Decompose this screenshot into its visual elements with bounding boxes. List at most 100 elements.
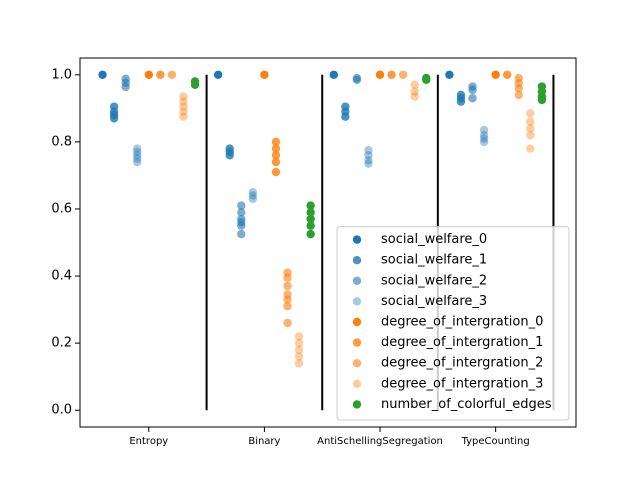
point: [248, 187, 258, 197]
y-tick-label: 1.0: [51, 67, 72, 82]
legend-label: social_welfare_2: [381, 273, 487, 288]
legend-marker: [352, 338, 362, 347]
point: [526, 117, 535, 126]
point: [179, 112, 188, 121]
point: [468, 85, 477, 95]
y-tick-label: 0.2: [51, 336, 72, 351]
point: [133, 147, 142, 157]
point: [514, 90, 523, 100]
point: [271, 144, 281, 153]
point: [526, 124, 535, 133]
point: [260, 70, 269, 79]
legend-label: number_of_colorful_edges: [381, 397, 552, 412]
plot-frame: [79, 57, 577, 428]
point: [248, 191, 258, 200]
point: [479, 137, 489, 147]
point: [479, 130, 489, 140]
point: [213, 70, 223, 79]
point: [306, 221, 315, 230]
x-tick-label: Entropy: [129, 436, 168, 447]
legend-box: [336, 226, 570, 421]
point: [167, 70, 177, 79]
point: [456, 97, 466, 106]
point: [503, 70, 512, 79]
point: [526, 109, 535, 118]
point: [133, 144, 142, 153]
point: [294, 352, 304, 361]
point: [179, 102, 188, 111]
point: [109, 114, 119, 123]
point: [237, 201, 246, 210]
point: [398, 70, 408, 79]
point: [306, 229, 315, 239]
legend-label: degree_of_intergration_2: [381, 356, 543, 371]
point: [479, 125, 489, 135]
point: [294, 332, 304, 341]
point: [410, 92, 419, 101]
point: [375, 70, 385, 79]
legend-label: social_welfare_1: [381, 253, 487, 268]
legend-marker: [352, 297, 362, 306]
legend-marker: [352, 317, 362, 327]
point: [237, 208, 246, 217]
point: [294, 359, 304, 368]
point: [179, 97, 188, 106]
point: [271, 151, 281, 160]
legend-label: degree_of_intergration_0: [381, 315, 543, 330]
point: [491, 70, 500, 79]
point: [341, 112, 350, 121]
y-tick-label: 0.8: [51, 134, 72, 149]
point: [526, 144, 535, 153]
y-tick-label: 0.0: [51, 403, 72, 418]
point: [179, 92, 188, 101]
point: [468, 94, 477, 103]
point: [283, 273, 292, 282]
legend-marker: [352, 359, 362, 368]
point: [364, 156, 373, 165]
x-tick-label: AntiSchellingSegregation: [317, 436, 443, 447]
point: [410, 87, 419, 96]
point: [179, 107, 188, 116]
point: [352, 75, 362, 85]
point: [306, 201, 315, 210]
point: [121, 82, 130, 92]
point: [283, 281, 292, 291]
point: [248, 194, 258, 204]
legend-label: social_welfare_3: [381, 294, 487, 309]
point: [283, 318, 292, 328]
point: [445, 70, 454, 79]
y-tick-label: 0.4: [51, 269, 72, 284]
point: [364, 146, 373, 155]
point: [156, 70, 165, 79]
legend-marker: [352, 256, 362, 265]
legend: social_welfare_0 social_welfare_1 social_w…: [336, 226, 570, 421]
point: [479, 134, 489, 143]
point: [271, 167, 281, 177]
point: [283, 302, 292, 311]
point: [514, 83, 523, 93]
point: [306, 208, 315, 217]
point: [271, 157, 281, 167]
legend-marker: [352, 400, 362, 409]
y-tick-label: 0.6: [51, 201, 72, 216]
point: [271, 137, 281, 147]
point: [387, 70, 396, 79]
point: [526, 130, 535, 140]
x-tick-label: TypeCounting: [461, 436, 530, 447]
point: [133, 151, 142, 160]
point: [283, 295, 292, 304]
point: [537, 95, 547, 105]
point: [294, 338, 304, 348]
point: [225, 151, 234, 160]
point: [98, 70, 107, 79]
point: [422, 75, 431, 85]
point: [133, 154, 142, 163]
point: [329, 70, 338, 79]
point: [294, 345, 304, 355]
legend-marker: [352, 379, 362, 388]
legend-label: degree_of_intergration_1: [381, 335, 543, 350]
point: [364, 151, 373, 160]
legend-label: social_welfare_0: [381, 232, 487, 247]
point: [133, 157, 142, 167]
